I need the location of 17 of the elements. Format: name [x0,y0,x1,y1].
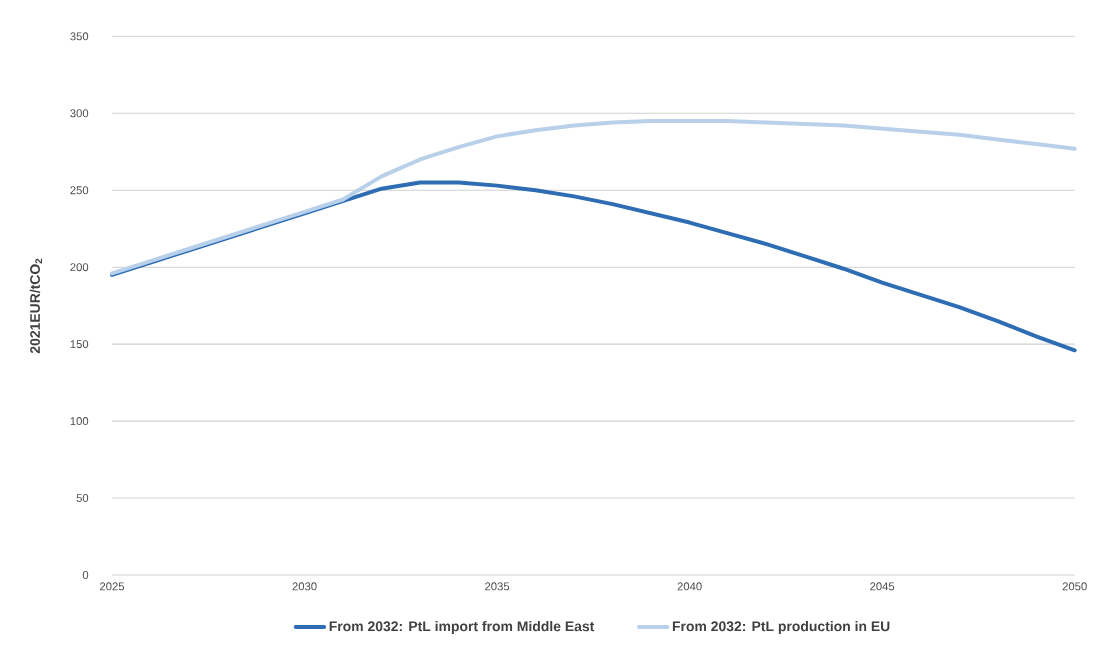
x-tick-label: 2025 [100,582,125,591]
y-tick-label: 150 [70,340,89,349]
y-axis-title: 2021EUR/tCO$_{2}$ [29,258,43,354]
legend-label: From 2032: PtL production in EU [672,620,890,634]
y-tick-label: 300 [70,109,89,118]
x-tick-label: 2035 [485,582,510,591]
x-tick-label: 2040 [677,582,702,591]
y-tick-label: 350 [70,32,89,41]
y-tick-label: 50 [76,494,89,503]
y-tick-label: 0 [82,571,89,579]
x-tick-label: 2030 [292,582,317,591]
y-tick-label: 200 [70,263,89,272]
y-tick-label: 100 [70,417,89,426]
x-tick-label: 2045 [870,582,895,591]
x-tick-label: 2050 [1062,582,1087,591]
legend-label: From 2032: PtL import from Middle East [329,620,595,634]
y-tick-label: 250 [70,186,89,195]
